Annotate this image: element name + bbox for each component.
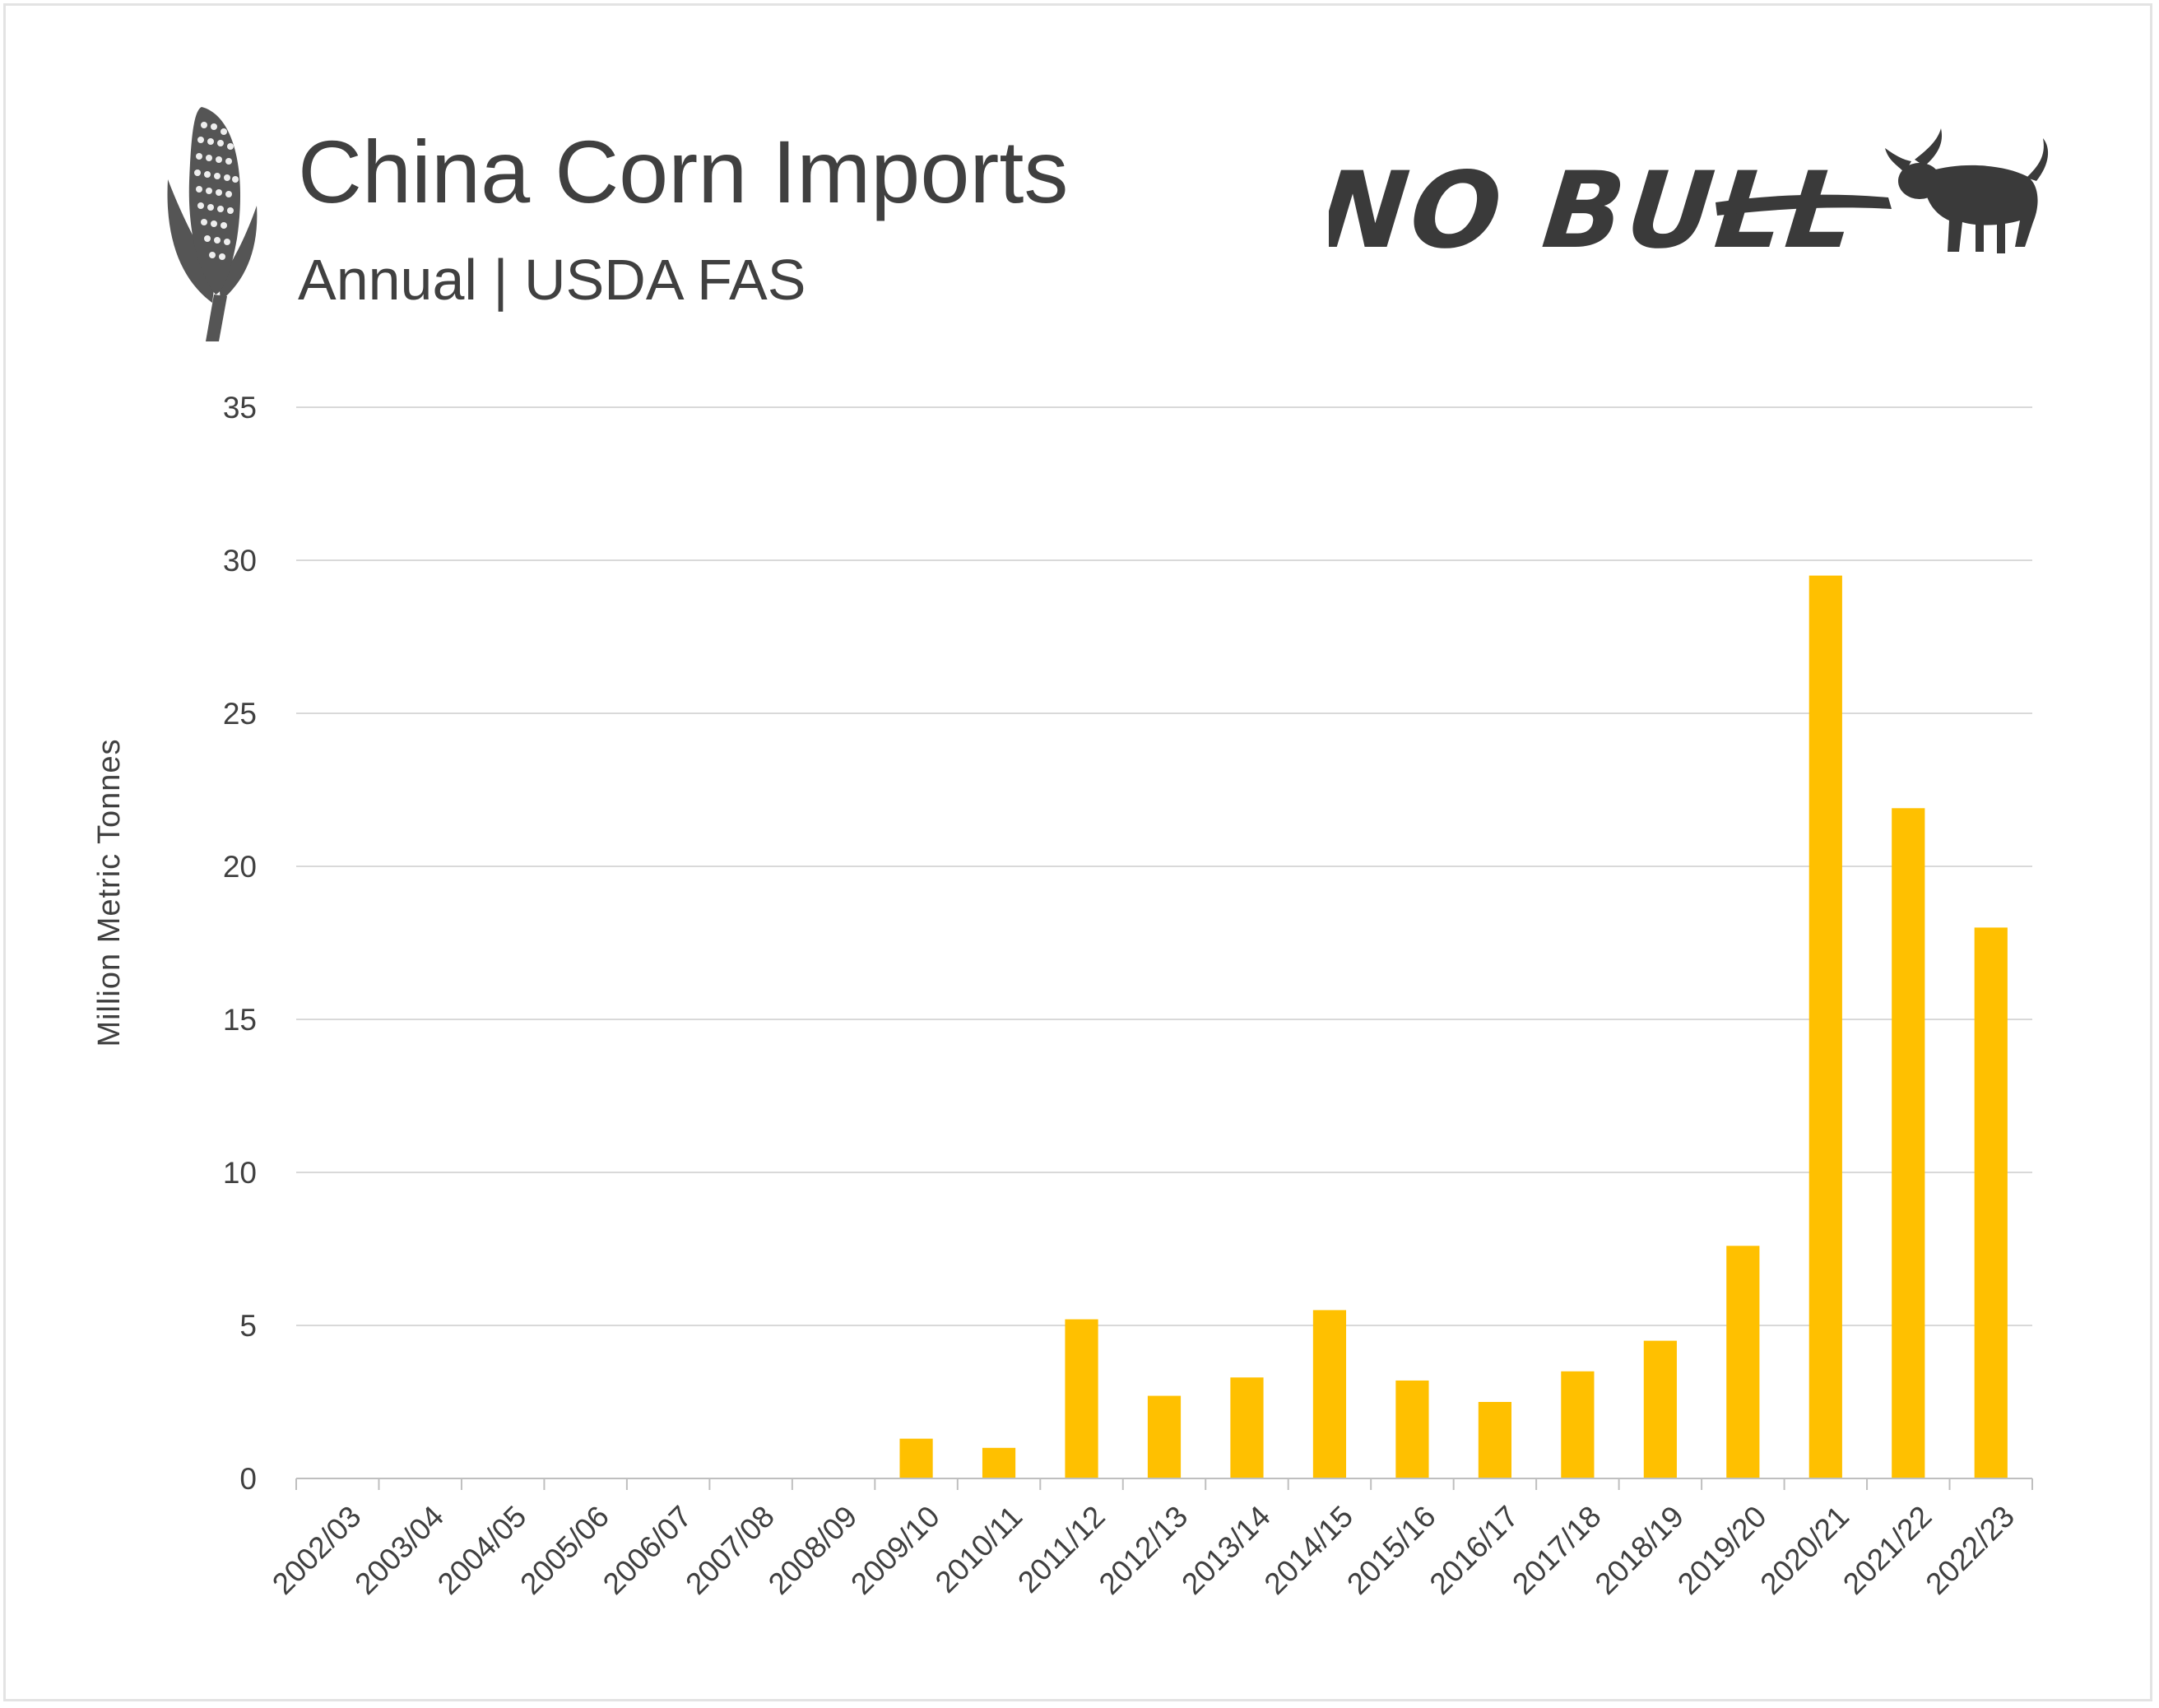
y-tick-label: 10 — [223, 1156, 257, 1190]
y-tick-label: 20 — [223, 850, 257, 884]
x-tick-label: 2009/10 — [844, 1499, 946, 1601]
x-tick-label: 2002/03 — [266, 1499, 368, 1601]
y-tick-label: 5 — [239, 1309, 257, 1343]
bar — [1726, 1246, 1760, 1478]
bar — [1478, 1402, 1511, 1478]
bar — [1808, 575, 1842, 1478]
y-tick-label: 35 — [223, 391, 257, 425]
y-tick-label: 30 — [223, 544, 257, 578]
x-tick-label: 2011/12 — [1011, 1499, 1112, 1599]
x-tick-label: 2017/18 — [1506, 1499, 1608, 1601]
x-tick-label: 2004/05 — [431, 1499, 533, 1601]
x-tick-label: 2021/22 — [1836, 1499, 1938, 1601]
x-tick-marks — [295, 1478, 2033, 1490]
y-axis-title: Million Metric Tonnes — [92, 738, 127, 1047]
x-tick-label: 2014/15 — [1258, 1499, 1360, 1601]
bar — [1974, 927, 2008, 1478]
x-tick-label: 2012/13 — [1093, 1499, 1195, 1601]
x-tick-label: 2020/21 — [1754, 1499, 1856, 1601]
bar — [1230, 1377, 1264, 1478]
x-tick-label: 2019/20 — [1671, 1499, 1773, 1601]
bar — [1065, 1319, 1098, 1478]
x-tick-label: 2013/14 — [1175, 1499, 1277, 1601]
brand-text: NO BULL — [1329, 150, 1864, 272]
bar — [1395, 1380, 1429, 1478]
corn-cob-icon — [167, 107, 258, 341]
no-bull-logo: NO BULL — [1329, 128, 2049, 272]
y-tick-label: 15 — [223, 1003, 257, 1037]
bar — [899, 1438, 933, 1478]
bull-icon — [1885, 128, 2049, 253]
chart-subtitle: Annual | USDA FAS — [298, 248, 806, 312]
x-tick-label: 2015/16 — [1340, 1499, 1442, 1601]
x-tick-label: 2006/07 — [597, 1499, 699, 1601]
x-tick-label: 2022/23 — [1920, 1499, 2022, 1601]
x-tick-label: 2016/17 — [1423, 1499, 1525, 1601]
x-tick-labels: 2002/032003/042004/052005/062006/072007/… — [266, 1499, 2021, 1601]
chart-title: China Corn Imports — [298, 122, 1069, 221]
bar — [1561, 1371, 1595, 1478]
x-tick-label: 2010/11 — [929, 1499, 1029, 1599]
bar — [982, 1447, 1016, 1478]
bar — [1643, 1340, 1677, 1478]
bar — [1312, 1310, 1347, 1478]
bars — [899, 575, 2008, 1478]
y-tick-label: 0 — [239, 1462, 257, 1496]
x-tick-label: 2018/19 — [1589, 1499, 1691, 1601]
x-tick-label: 2003/04 — [348, 1499, 450, 1601]
bar — [1147, 1395, 1182, 1478]
x-tick-label: 2007/08 — [679, 1499, 781, 1601]
gridlines — [296, 406, 2032, 1326]
bar — [1892, 808, 1925, 1478]
x-tick-label: 2005/06 — [513, 1499, 615, 1601]
x-tick-label: 2008/09 — [762, 1499, 864, 1601]
y-tick-label: 25 — [223, 697, 257, 731]
y-tick-labels: 0 5 10 15 20 25 30 35 — [223, 391, 257, 1496]
